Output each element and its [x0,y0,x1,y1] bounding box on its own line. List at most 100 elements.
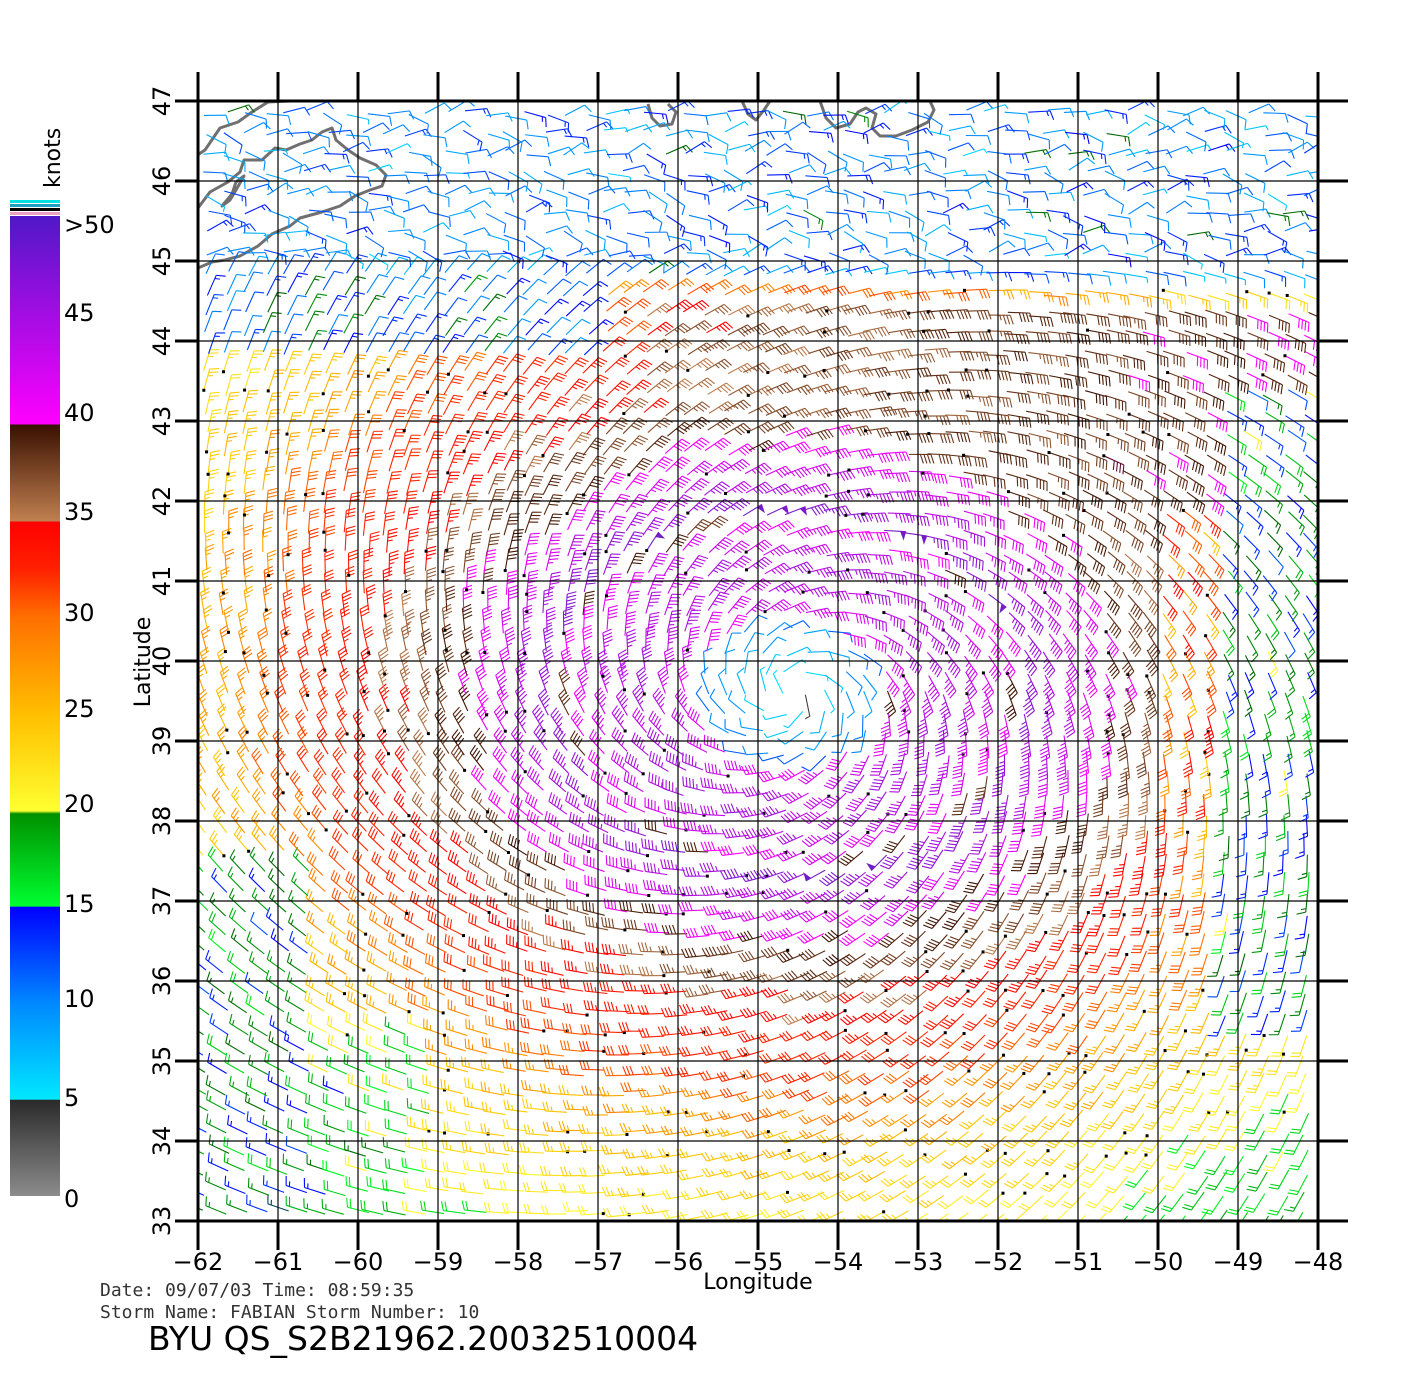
wind-barb [360,1199,384,1215]
wind-barb [760,1190,789,1201]
wind-barb [262,1175,285,1193]
wind-barb [384,1158,408,1174]
colorbar-labels: >50 45 40 35 30 25 20 15 10 5 0 [64,211,115,1213]
wind-barb [282,1153,305,1172]
wind-barb [1143,1195,1167,1214]
wind-barb [640,1149,669,1160]
wind-barb [999,1191,1027,1209]
wind-barb [246,1194,268,1213]
wind-barb [226,1194,248,1213]
wind-barb [1223,1173,1246,1193]
wind-barb [1160,1193,1184,1213]
wind-barb [660,1209,688,1220]
wind-barb [1080,1170,1105,1189]
wind-barb [420,1200,444,1215]
lat-tick-label: 39 [148,726,176,757]
wind-barb [303,1178,326,1195]
wind-barb [1022,1172,1049,1190]
wind-barb [700,1209,728,1220]
lon-tick-label: −62 [173,1248,224,1276]
wind-barb [858,1170,886,1183]
wind-barb [716,1190,744,1201]
wind-barb [303,1198,326,1215]
wind-barb [366,1176,390,1192]
wind-barb [959,1173,986,1188]
wind-barb [977,1191,1005,1208]
wind-barb [266,1156,288,1175]
wind-barb [696,1187,724,1197]
lat-tick-label: 34 [148,1126,176,1157]
wind-barb [499,1180,525,1192]
wind-barb [1162,1172,1186,1192]
wind-barb [364,1158,387,1174]
wind-barb [922,1175,949,1189]
colorbar-label: 0 [64,1185,79,1213]
lat-tick-label: 42 [148,486,176,517]
wind-barb [1182,1191,1205,1211]
colorbar-unit-label: knots [41,128,66,188]
lon-tick-label: −53 [893,1248,944,1276]
wind-barb [802,1170,830,1181]
wind-barb [902,1190,929,1204]
wind-barb [1043,1191,1069,1208]
wind-barb [1243,1193,1266,1213]
colorbar-label: >50 [64,211,115,239]
wind-barb [856,1189,884,1202]
lon-tick-label: −56 [653,1248,704,1276]
lat-tick-label: 41 [148,566,176,597]
wind-barb [204,1171,226,1191]
wind-barb [1140,1214,1147,1221]
wind-barb [701,1151,729,1162]
wind-barb [1104,1175,1129,1194]
lon-tick-label: −52 [973,1248,1024,1276]
wind-barb [361,1137,384,1154]
wind-barb [1279,1215,1284,1221]
wind-barb [441,1177,466,1191]
lon-tick-label: −60 [333,1248,384,1276]
wind-barb [1122,1192,1146,1211]
wind-barb [403,1177,427,1193]
wind-barb [617,1187,646,1198]
wind-barb [1018,1195,1044,1212]
wind-barb [198,1192,205,1196]
wind-barb [836,1170,864,1182]
product-id-title: BYU QS_S2B21962.20032510004 [148,1319,698,1358]
wind-barb [578,1167,605,1177]
wind-barb [1158,1214,1166,1221]
wind-barb [1085,1191,1110,1209]
wind-barb [247,1153,269,1172]
wind-barb [501,1202,527,1214]
wind-barb [461,1200,487,1213]
wind-barb [321,1198,344,1215]
wind-barb [245,1137,267,1156]
wind-barb [838,1190,866,1202]
lat-tick-label: 38 [148,806,176,837]
lat-tick-label: 47 [148,86,176,117]
wind-barb [1040,1174,1067,1193]
wind-barb [719,1168,747,1178]
wind-barb [619,1205,646,1216]
wind-barb [1039,1214,1048,1221]
wind-barb [755,1169,784,1180]
lon-tick-label: −57 [573,1248,624,1276]
wind-barb [1180,1215,1186,1221]
wind-barb [817,1189,845,1201]
wind-barb [1246,1171,1268,1192]
wind-barb [540,1204,567,1215]
wind-barb [484,1142,509,1156]
wind-barb [285,1176,308,1194]
wind-barb [344,1155,367,1172]
colorbar-label: 10 [64,985,95,1013]
wind-barb [224,1175,246,1195]
lon-tick-label: −49 [1213,1248,1264,1276]
wind-barb [519,1142,545,1154]
wind-barb [1287,1174,1308,1196]
wind-barb [759,1208,788,1219]
wind-barb [461,1141,486,1155]
wind-barb [1267,1195,1289,1216]
wind-barb [658,1148,685,1158]
wind-barb [577,1205,605,1216]
colorbar-label: 40 [64,399,95,427]
wind-barb [880,1174,908,1187]
